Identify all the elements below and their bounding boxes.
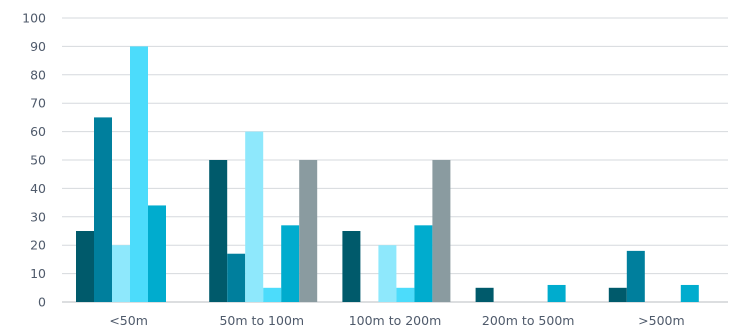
x-axis-category-labels: <50m 50m to 100m 100m to 200m 200m to 500m >…	[109, 313, 684, 326]
bar	[547, 284, 566, 302]
y-tick-label: 30	[30, 209, 46, 224]
y-tick-label: 60	[30, 124, 46, 139]
bar	[396, 287, 415, 302]
y-tick-label: 80	[30, 67, 46, 82]
bar	[299, 160, 318, 302]
bar	[475, 287, 494, 302]
bar	[245, 131, 264, 302]
bar	[342, 231, 361, 302]
y-tick-label: 10	[30, 266, 46, 281]
x-category-label: 200m to 500m	[482, 313, 575, 326]
gridlines	[62, 17, 728, 303]
bar	[112, 245, 130, 302]
bar	[680, 284, 699, 302]
bar	[378, 245, 397, 302]
y-tick-label: 40	[30, 181, 46, 196]
bar	[76, 231, 94, 302]
x-category-label: <50m	[109, 313, 148, 326]
y-axis-tick-labels: 0 10 20 30 40 50 60 70 80 90 100	[22, 11, 46, 310]
x-category-label: 100m to 200m	[349, 313, 442, 326]
bar	[209, 160, 228, 302]
bars	[76, 46, 699, 303]
bar	[414, 225, 433, 302]
y-tick-label: 70	[30, 96, 46, 111]
y-tick-label: 90	[30, 39, 46, 54]
bar	[432, 160, 451, 302]
bar	[94, 117, 112, 303]
x-category-label: 50m to 100m	[219, 313, 304, 326]
bar	[130, 46, 148, 303]
bar	[227, 253, 246, 302]
y-tick-label: 50	[30, 153, 46, 168]
bar	[608, 287, 627, 302]
bar	[148, 205, 166, 302]
y-tick-label: 20	[30, 238, 46, 253]
bar	[626, 250, 645, 302]
bar	[263, 287, 282, 302]
y-tick-label: 100	[22, 11, 46, 26]
bar	[281, 225, 300, 302]
y-tick-label: 0	[38, 295, 46, 310]
x-category-label: >500m	[638, 313, 685, 326]
